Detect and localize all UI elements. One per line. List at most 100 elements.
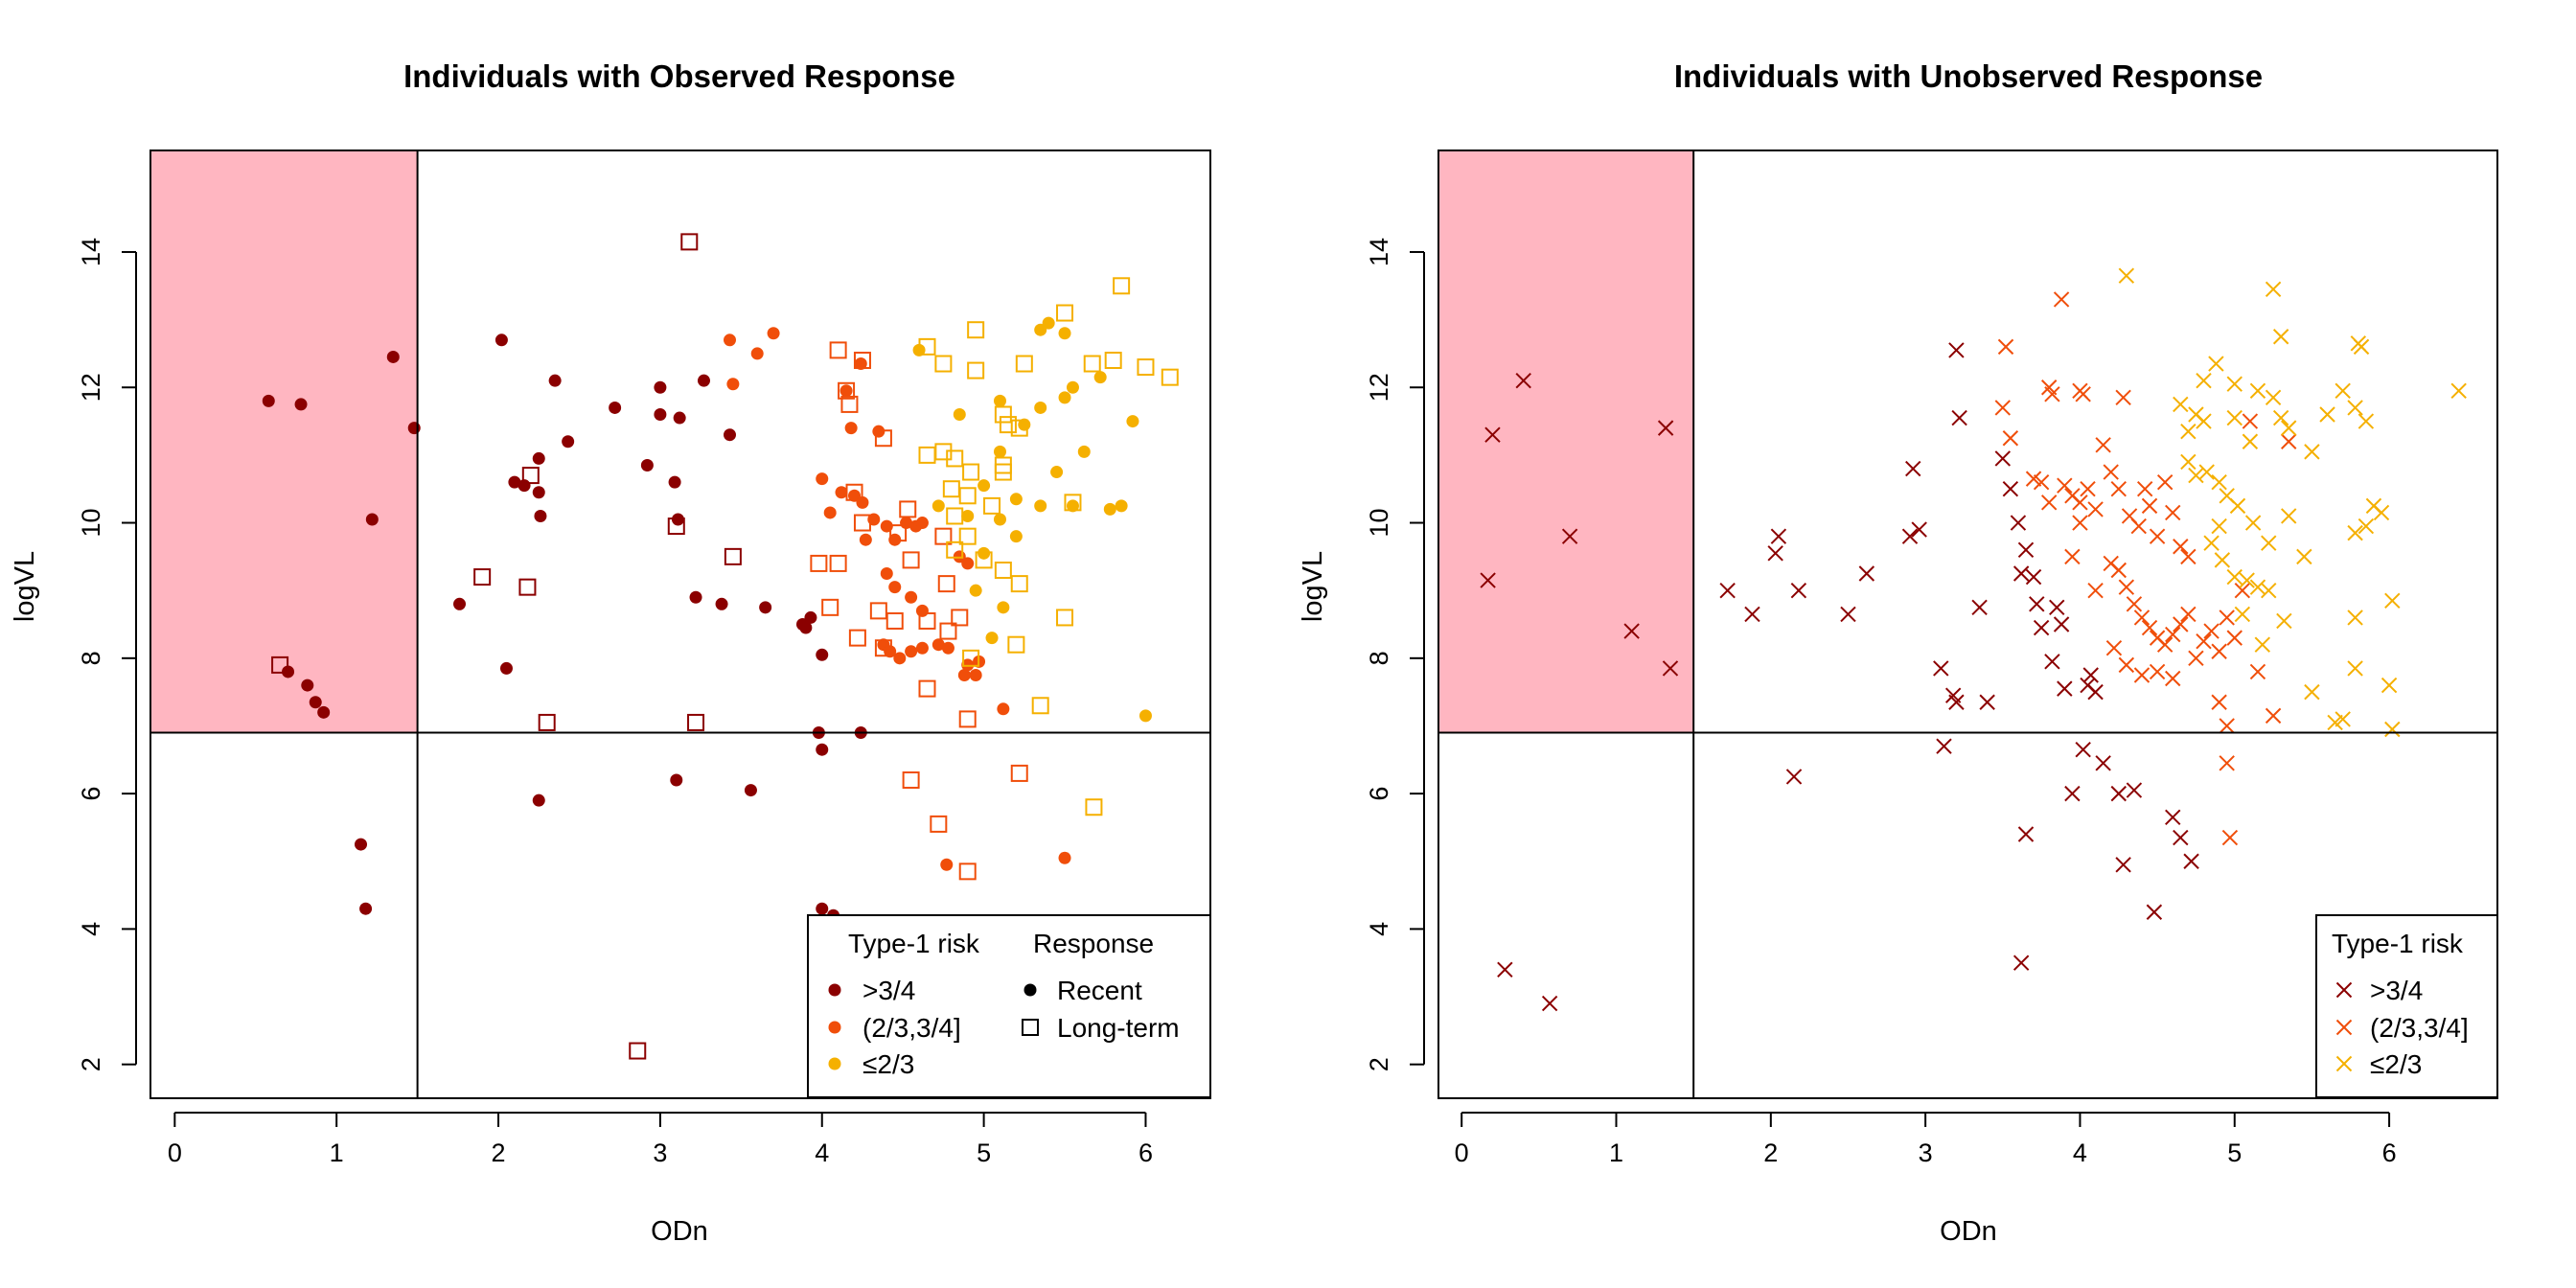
data-point-recent-high (386, 350, 400, 363)
legend-response-title: Response (1033, 929, 1154, 958)
data-point-long-term-high (518, 578, 537, 596)
data-point-low (2347, 660, 2363, 677)
data-point-high (1767, 545, 1783, 562)
data-point-low (2188, 467, 2204, 484)
data-point-high (1948, 694, 1965, 710)
data-point-mid (2242, 413, 2259, 429)
data-point-high (2082, 667, 2099, 683)
data-point-recent-mid (957, 668, 971, 681)
data-point-long-term-low (958, 487, 977, 505)
legend-marker-mid (2335, 1019, 2353, 1036)
data-point-recent-high (518, 479, 531, 493)
data-point-low (2334, 382, 2351, 399)
data-point-long-term-mid (889, 524, 908, 542)
data-point-low (2234, 606, 2251, 623)
legend-box (807, 914, 1211, 1098)
data-point-recent-high (816, 743, 829, 756)
data-point-recent-high (804, 610, 817, 624)
x-axis-label: ODn (1940, 1216, 1997, 1247)
data-point-long-term-mid (869, 602, 887, 620)
legend-risk-title: Type-1 risk (848, 929, 980, 958)
legend-marker-low (828, 1057, 841, 1070)
data-point-mid (2080, 481, 2096, 497)
data-point-mid (1997, 338, 2014, 356)
data-point-high (1948, 342, 1965, 358)
data-point-recent-high (301, 678, 314, 692)
data-point-recent-low (978, 479, 991, 493)
data-point-recent-low (1042, 316, 1055, 330)
data-point-low (2347, 610, 2363, 626)
data-point-recent-low (1066, 380, 1079, 394)
legend-label-mid: (2/3,3/4] (2370, 1013, 2469, 1043)
x-tick-label: 5 (2227, 1138, 2242, 1167)
data-point-recent-low (993, 394, 1006, 407)
data-point-recent-mid (915, 641, 929, 655)
data-point-high (1662, 660, 1679, 677)
data-point-recent-low (1093, 371, 1107, 384)
data-point-recent-high (355, 838, 368, 851)
data-point-recent-mid (859, 533, 872, 546)
data-point-recent-high (670, 773, 683, 787)
data-point-long-term-low (975, 551, 993, 569)
data-point-recent-low (1115, 499, 1128, 513)
data-point-recent-low (1050, 466, 1064, 479)
data-point-long-term-low (1083, 355, 1101, 373)
data-point-low (2265, 281, 2282, 298)
data-point-long-term-high (680, 233, 699, 251)
data-point-long-term-low (967, 361, 985, 380)
legend-marker-low (2335, 1055, 2353, 1072)
data-point-long-term-low (1056, 304, 1074, 322)
data-point-recent-mid (888, 581, 902, 594)
legend: Type-1 risk Response >3/4 (2/3,3/4] ≤2/3… (807, 914, 1211, 1098)
data-point-long-term-mid (934, 527, 953, 545)
x-tick-label: 4 (815, 1138, 829, 1167)
data-point-high (2012, 954, 2030, 971)
data-point-recent-mid (840, 384, 853, 398)
data-point-long-term-high (473, 568, 492, 586)
data-point-recent-high (668, 475, 681, 489)
data-point-low (2334, 711, 2351, 727)
data-point-mid (2173, 616, 2189, 632)
data-point-long-term-low (946, 507, 964, 525)
data-point-low (2211, 473, 2227, 491)
data-point-recent-mid (905, 590, 918, 604)
data-point-long-term-mid (845, 483, 863, 501)
data-point-mid (2180, 606, 2196, 623)
data-point-low (2358, 518, 2375, 535)
data-point-long-term-low (994, 463, 1012, 481)
data-point-long-term-mid (886, 611, 904, 630)
data-point-recent-mid (816, 472, 829, 486)
data-point-long-term-mid (899, 500, 917, 518)
data-point-high (2057, 680, 2073, 697)
data-point-high (1858, 565, 1875, 582)
data-point-mid (2002, 430, 2019, 447)
data-point-high (1497, 961, 1513, 978)
data-point-long-term-low (918, 337, 936, 356)
data-point-mid (2211, 643, 2227, 659)
data-point-low (2196, 372, 2212, 389)
plot-frame (1438, 150, 2498, 1099)
data-point-long-term-low (958, 527, 977, 545)
data-point-recent-high (609, 401, 622, 414)
data-point-low (2226, 409, 2242, 426)
data-point-recent-low (1009, 493, 1023, 506)
x-tick-label: 5 (977, 1138, 991, 1167)
data-point-high (1719, 582, 1736, 599)
data-point-high (1936, 738, 1952, 754)
data-point-low (2281, 508, 2297, 524)
data-point-low (2214, 552, 2231, 568)
data-point-high (2012, 565, 2030, 582)
data-point-recent-high (715, 597, 728, 610)
data-point-recent-high (532, 794, 545, 807)
data-point-mid (2203, 623, 2220, 639)
data-point-low (2118, 267, 2135, 284)
data-point-recent-high (697, 374, 710, 387)
data-point-long-term-low (1010, 575, 1028, 593)
y-axis-label: logVL (10, 551, 40, 622)
data-point-long-term-high (687, 713, 705, 731)
data-point-high (2002, 481, 2019, 497)
data-point-long-term-low (946, 449, 964, 468)
data-point-low (2196, 413, 2212, 429)
data-point-low (2254, 636, 2271, 653)
